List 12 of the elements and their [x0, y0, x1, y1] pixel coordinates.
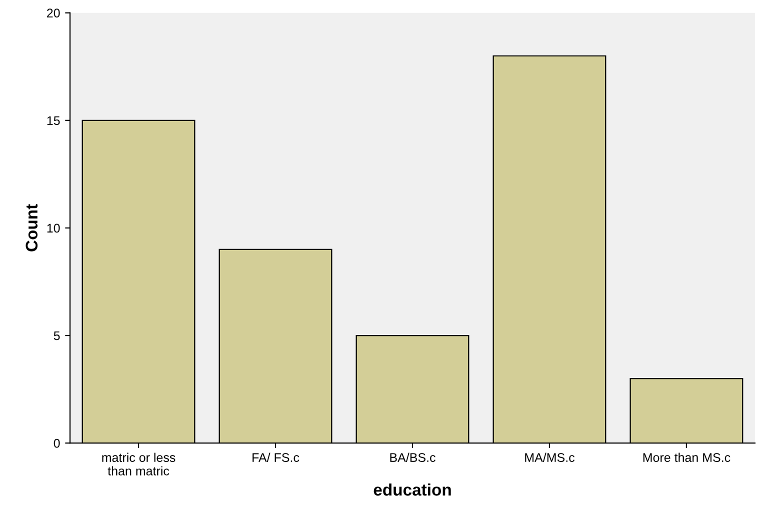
x-tick-label: matric or less than matric [102, 452, 176, 476]
x-tick-label: MA/MS.c [525, 452, 574, 462]
x-tick-label: BA/BS.c [390, 452, 436, 462]
y-tick-label: 0 [54, 438, 60, 448]
y-tick-label: 5 [54, 331, 60, 340]
y-tick-label: 20 [47, 8, 60, 18]
x-axis-title: education [374, 483, 451, 496]
x-tick-label: FA/ FS.c [252, 452, 300, 462]
x-tick-label: More than MS.c [643, 452, 730, 462]
y-tick-label: 10 [47, 224, 60, 233]
y-axis-title: Count [26, 204, 38, 252]
y-tick-label: 15 [47, 116, 60, 126]
